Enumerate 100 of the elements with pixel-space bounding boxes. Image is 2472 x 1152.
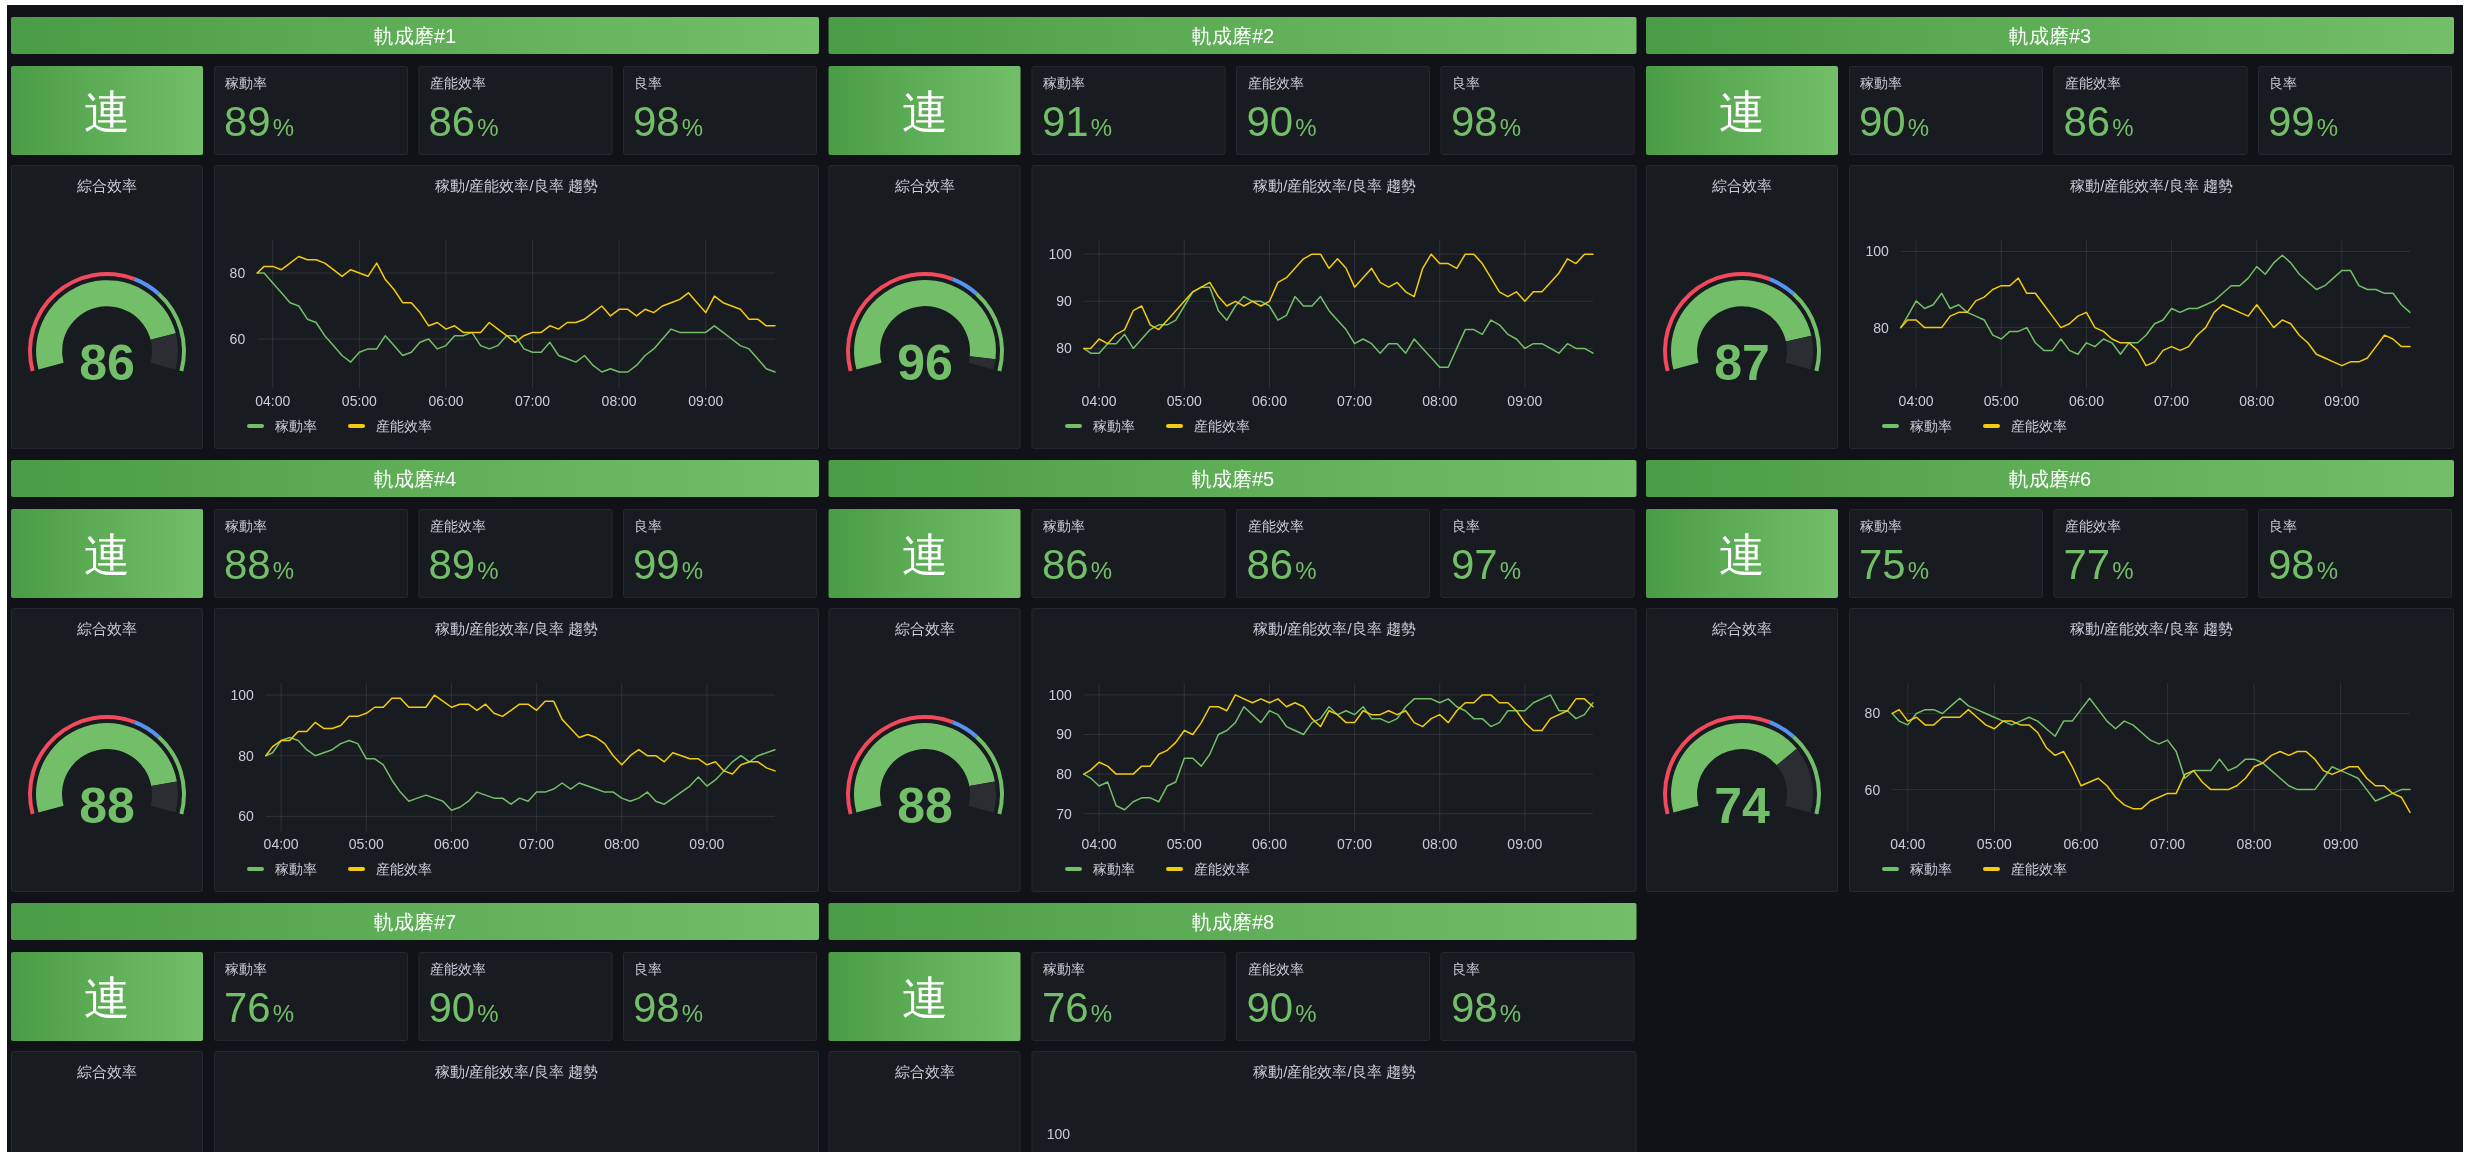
x-tick-label: 09:00 xyxy=(2324,392,2360,409)
x-tick-label: 04:00 xyxy=(1081,835,1117,852)
category-label: 産能效率 xyxy=(1247,961,1303,977)
text: 軌成磨#6 xyxy=(2008,468,2092,490)
x-tick-label: 09:00 xyxy=(688,392,724,409)
y-tick-label: 60 xyxy=(229,331,246,347)
chart-title: 綜合效率 xyxy=(1711,620,1772,637)
x-tick-label: 07:00 xyxy=(515,392,551,409)
data-label: 90% xyxy=(428,984,499,1031)
category-label: 稼動率 xyxy=(1042,518,1085,534)
text: 連 xyxy=(901,529,948,581)
line-series xyxy=(1900,277,2411,367)
category-label: 産能效率 xyxy=(2064,75,2121,91)
y-tick-label: 60 xyxy=(1864,781,1881,798)
text: 軌成磨#8 xyxy=(1191,911,1274,933)
text: 74 xyxy=(1714,778,1770,834)
category-label: 良率 xyxy=(2269,518,2297,534)
x-tick-label: 05:00 xyxy=(1976,835,2013,852)
data-label: 86% xyxy=(1041,541,1112,588)
data-label: 98% xyxy=(633,984,704,1031)
category-label: 良率 xyxy=(634,961,662,977)
y-tick-label: 80 xyxy=(238,747,255,764)
text: 軌成磨#3 xyxy=(2008,25,2092,47)
x-tick-label: 08:00 xyxy=(1421,392,1457,409)
x-tick-label: 07:00 xyxy=(519,835,555,852)
text: 連 xyxy=(1719,529,1765,581)
line-series xyxy=(256,272,776,373)
legend-label: 稼動率 xyxy=(275,418,317,434)
data-label: 76% xyxy=(224,984,295,1031)
legend-label: 産能效率 xyxy=(1193,418,1250,434)
x-tick-label: 04:00 xyxy=(1898,392,1934,409)
category-label: 稼動率 xyxy=(1042,75,1085,91)
data-label: 97% xyxy=(1450,541,1521,588)
category-label: 産能效率 xyxy=(1247,518,1303,534)
text: 88 xyxy=(79,778,135,834)
y-tick-label: 80 xyxy=(1873,319,1890,336)
x-tick-label: 06:00 xyxy=(433,835,470,852)
data-label: 98% xyxy=(1450,98,1521,145)
data-label: 91% xyxy=(1041,98,1112,145)
line-series xyxy=(1082,694,1594,775)
y-tick-label: 100 xyxy=(1047,686,1072,703)
x-tick-label: 05:00 xyxy=(1166,835,1202,852)
text: 軌成磨#4 xyxy=(373,468,457,490)
chart-title: 稼動/産能效率/良率 趨勢 xyxy=(435,177,598,194)
line-series xyxy=(265,694,776,775)
category-label: 良率 xyxy=(1451,75,1480,91)
category-label: 産能效率 xyxy=(1247,75,1303,91)
chart-title: 綜合效率 xyxy=(76,620,137,637)
legend-label: 産能效率 xyxy=(2011,861,2067,877)
text: 稼動/産能效率/良率 趨勢 xyxy=(1252,1063,1416,1080)
category-label: 産能效率 xyxy=(429,518,486,534)
data-label: 98% xyxy=(1450,984,1521,1031)
category-label: 稼動率 xyxy=(1042,961,1085,977)
y-tick-label: 80 xyxy=(1055,766,1072,783)
x-tick-label: 05:00 xyxy=(348,835,384,852)
data-label: 90% xyxy=(1859,98,1930,145)
y-tick-label: 80 xyxy=(1055,340,1072,357)
text: 連 xyxy=(1719,86,1765,138)
text: 96 xyxy=(896,335,953,391)
data-label: 86% xyxy=(2063,98,2134,145)
x-tick-label: 09:00 xyxy=(689,835,725,852)
y-tick-label: 60 xyxy=(238,808,255,825)
legend-label: 稼動率 xyxy=(1910,861,1952,877)
category-label: 稼動率 xyxy=(225,75,267,91)
line-series xyxy=(1900,254,2411,355)
category-label: 稼動率 xyxy=(1860,75,1902,91)
data-label: 77% xyxy=(2063,541,2134,588)
text: 87 xyxy=(1714,335,1770,391)
chart-title: 稼動/産能效率/良率 趨勢 xyxy=(2070,177,2233,194)
x-tick-label: 07:00 xyxy=(2154,392,2190,409)
x-tick-label: 06:00 xyxy=(1251,835,1287,852)
text: 軌成磨#2 xyxy=(1191,25,1274,47)
y-tick-label: 90 xyxy=(1055,293,1072,310)
category-label: 良率 xyxy=(1451,518,1480,534)
category-label: 稼動率 xyxy=(225,518,267,534)
y-tick-label: 90 xyxy=(1055,726,1072,743)
x-tick-label: 09:00 xyxy=(2323,835,2359,852)
text: 軌成磨#1 xyxy=(373,25,457,47)
category-label: 稼動率 xyxy=(1860,518,1902,534)
data-label: 75% xyxy=(1859,541,1930,588)
data-label: 98% xyxy=(2268,541,2339,588)
data-label: 86% xyxy=(428,98,499,145)
x-tick-label: 05:00 xyxy=(1983,392,2019,409)
data-label: 98% xyxy=(633,98,704,145)
category-label: 産能效率 xyxy=(2064,518,2121,534)
text: 軌成磨#5 xyxy=(1191,468,1274,490)
x-tick-label: 08:00 xyxy=(604,835,640,852)
chart-title: 綜合效率 xyxy=(893,177,955,194)
y-tick-label: 100 xyxy=(1865,243,1890,260)
category-label: 良率 xyxy=(634,75,662,91)
x-tick-label: 06:00 xyxy=(428,392,464,409)
chart-title: 綜合效率 xyxy=(893,620,955,637)
text: 綜合效率 xyxy=(76,1063,137,1080)
data-label: 99% xyxy=(2268,98,2339,145)
line-series xyxy=(1082,286,1594,369)
line-series xyxy=(1891,708,2411,814)
text: 綜合效率 xyxy=(893,1063,955,1080)
x-tick-label: 04:00 xyxy=(255,392,291,409)
data-label: 89% xyxy=(428,541,499,588)
x-tick-label: 04:00 xyxy=(263,835,299,852)
